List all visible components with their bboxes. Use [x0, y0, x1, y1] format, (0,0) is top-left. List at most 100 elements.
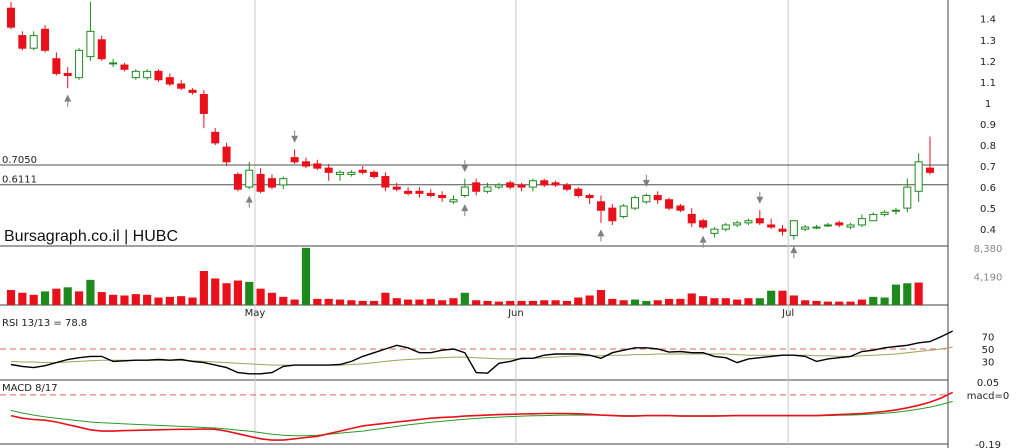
- volume-bar: [869, 296, 878, 305]
- price-tick-label: 0.4: [980, 225, 996, 236]
- volume-bar: [392, 298, 401, 305]
- volume-bar: [699, 296, 708, 305]
- volume-bar: [710, 298, 719, 305]
- volume-bar: [404, 299, 413, 305]
- price-tick-label: 0.9: [980, 120, 996, 131]
- volume-bar: [733, 299, 742, 305]
- candle-body: [869, 213, 878, 222]
- candle-body: [233, 173, 242, 190]
- price-tick-label: 0.8: [980, 141, 996, 152]
- volume-bar: [517, 300, 526, 305]
- volume-bar: [324, 298, 333, 305]
- volume-bar: [472, 300, 481, 305]
- candle-body: [370, 171, 379, 178]
- volume-bar: [687, 293, 696, 305]
- volume-bar: [585, 295, 594, 305]
- volume-bar: [415, 299, 424, 305]
- rsi-tick-label: 30: [982, 357, 995, 368]
- volume-bar: [540, 300, 549, 305]
- volume-bar: [721, 298, 730, 305]
- candle-body: [903, 186, 912, 209]
- volume-bar: [154, 297, 163, 305]
- volume-bar: [778, 290, 787, 305]
- volume-bar: [744, 298, 753, 305]
- marker-down-arrow: [756, 196, 764, 204]
- candle-body: [313, 163, 322, 169]
- candle-body: [755, 218, 764, 224]
- volume-bar: [903, 283, 912, 305]
- candle-body: [483, 186, 492, 192]
- candle-body: [415, 190, 424, 194]
- macd-tick-label: -0.19: [975, 440, 1001, 448]
- month-tick-label: Jul: [781, 308, 794, 319]
- candle-body: [551, 182, 560, 186]
- volume-bar: [188, 297, 197, 305]
- volume-bar: [199, 270, 208, 305]
- candle-body: [517, 184, 526, 188]
- volume-bar: [120, 295, 129, 305]
- month-tick-label: Jun: [507, 308, 524, 319]
- candle-body: [63, 72, 72, 77]
- marker-up-arrow: [64, 94, 72, 102]
- volume-bar: [449, 298, 458, 305]
- candle-body: [925, 167, 935, 173]
- price-tick-label: 0.5: [980, 204, 996, 215]
- candle-body: [324, 167, 333, 173]
- candle-body: [880, 211, 889, 215]
- candle-body: [120, 64, 129, 70]
- candle-body: [358, 169, 367, 173]
- volume-bar: [562, 300, 572, 305]
- volume-bar: [619, 300, 628, 305]
- volume-bar: [290, 299, 299, 305]
- volume-bar: [630, 299, 640, 305]
- volume-bar: [63, 287, 72, 305]
- candle-body: [665, 199, 674, 209]
- volume-bar: [245, 281, 254, 305]
- candle-body: [426, 192, 435, 196]
- volume-bar: [165, 296, 174, 305]
- candle-body: [540, 180, 549, 186]
- marker-up-arrow: [597, 229, 605, 237]
- volume-bar: [426, 298, 435, 305]
- candle-body: [199, 93, 208, 114]
- volume-bar: [460, 292, 469, 305]
- volume-bar: [74, 291, 84, 305]
- macd-line: [10, 391, 954, 441]
- volume-bar: [358, 300, 367, 305]
- volume-bar: [177, 296, 186, 305]
- volume-bar: [880, 297, 889, 305]
- volume-bar: [596, 290, 606, 305]
- candle-body: [812, 226, 821, 229]
- candle-body: [767, 224, 776, 228]
- candle-body: [472, 182, 481, 192]
- candle-body: [41, 28, 50, 51]
- volume-bar: [335, 299, 345, 305]
- candle-body: [801, 226, 810, 230]
- volume-bar: [812, 300, 821, 305]
- marker-down-arrow: [461, 165, 469, 173]
- volume-bar: [267, 292, 277, 305]
- price-reference-label: 0.7050: [2, 155, 37, 166]
- volume-bar: [483, 300, 492, 305]
- candle-body: [562, 184, 571, 190]
- volume-bar: [222, 283, 231, 305]
- volume-bar: [438, 300, 447, 305]
- candle-body: [506, 182, 515, 188]
- volume-bar: [767, 290, 776, 305]
- candle-body: [222, 146, 231, 163]
- volume-bar: [131, 294, 140, 305]
- candles: [6, 1, 935, 240]
- candle-body: [857, 218, 866, 226]
- candle-body: [177, 83, 186, 89]
- candle-body: [211, 131, 220, 144]
- rsi-panel: [0, 330, 954, 375]
- candle-body: [823, 224, 832, 227]
- candle-body: [733, 222, 742, 226]
- month-tick-label: May: [245, 308, 266, 319]
- candle-body: [619, 205, 628, 218]
- price-tick-label: 1.3: [980, 36, 996, 47]
- marker-up-arrow: [461, 204, 469, 212]
- candle-body: [165, 77, 174, 85]
- candle-body: [267, 178, 276, 188]
- volume-bar: [846, 301, 855, 305]
